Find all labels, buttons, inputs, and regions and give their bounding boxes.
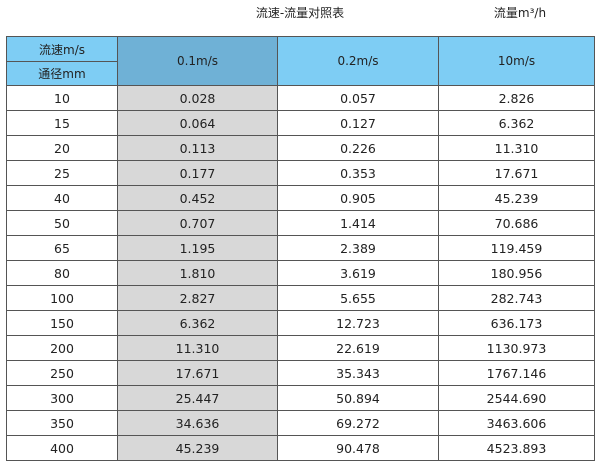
flow-cell: 0.226	[277, 135, 439, 161]
diameter-cell: 25	[6, 160, 118, 186]
flow-cell: 45.239	[117, 435, 278, 461]
flow-cell: 2.826	[438, 85, 595, 111]
table-row: 65 1.195 2.389 119.459	[6, 235, 595, 261]
table-row: 40 0.452 0.905 45.239	[6, 185, 595, 211]
diameter-cell: 65	[6, 235, 118, 261]
column-header[interactable]: 0.1m/s	[117, 36, 278, 86]
diameter-cell: 200	[6, 335, 118, 361]
column-header[interactable]: 0.2m/s	[277, 36, 439, 86]
flow-cell: 3.619	[277, 260, 439, 286]
table-title: 流速-流量对照表	[255, 6, 345, 20]
flow-cell: 0.353	[277, 160, 439, 186]
table-row: 100 2.827 5.655 282.743	[6, 285, 595, 311]
diameter-header: 通径mm	[6, 61, 118, 86]
flow-cell: 180.956	[438, 260, 595, 286]
flow-cell: 5.655	[277, 285, 439, 311]
flow-cell: 3463.606	[438, 410, 595, 436]
diameter-cell: 20	[6, 135, 118, 161]
flow-cell: 45.239	[438, 185, 595, 211]
flow-cell: 17.671	[438, 160, 595, 186]
flow-cell: 2.389	[277, 235, 439, 261]
flow-cell: 90.478	[277, 435, 439, 461]
diameter-cell: 150	[6, 310, 118, 336]
flow-cell: 0.057	[277, 85, 439, 111]
table-row: 15 0.064 0.127 6.362	[6, 110, 595, 136]
unit-label: 流量m³/h	[493, 6, 547, 20]
flow-cell: 0.113	[117, 135, 278, 161]
diameter-cell: 10	[6, 85, 118, 111]
flow-cell: 636.173	[438, 310, 595, 336]
table-row: 250 17.671 35.343 1767.146	[6, 360, 595, 386]
column-header[interactable]: 10m/s	[438, 36, 595, 86]
flow-cell: 119.459	[438, 235, 595, 261]
flow-cell: 69.272	[277, 410, 439, 436]
diameter-cell: 15	[6, 110, 118, 136]
flow-cell: 0.127	[277, 110, 439, 136]
flow-cell: 0.452	[117, 185, 278, 211]
diameter-cell: 80	[6, 260, 118, 286]
diameter-cell: 300	[6, 385, 118, 411]
diameter-cell: 350	[6, 410, 118, 436]
diameter-cell: 100	[6, 285, 118, 311]
flow-cell: 6.362	[117, 310, 278, 336]
flow-cell: 0.064	[117, 110, 278, 136]
flow-cell: 0.707	[117, 210, 278, 236]
flow-cell: 50.894	[277, 385, 439, 411]
diameter-cell: 50	[6, 210, 118, 236]
flow-cell: 4523.893	[438, 435, 595, 461]
flow-cell: 12.723	[277, 310, 439, 336]
diameter-cell: 400	[6, 435, 118, 461]
table-row: 150 6.362 12.723 636.173	[6, 310, 595, 336]
velocity-header: 流速m/s	[6, 36, 118, 62]
flow-cell: 2544.690	[438, 385, 595, 411]
flow-cell: 6.362	[438, 110, 595, 136]
flow-cell: 0.177	[117, 160, 278, 186]
table-row: 200 11.310 22.619 1130.973	[6, 335, 595, 361]
flow-cell: 1.195	[117, 235, 278, 261]
flow-cell: 282.743	[438, 285, 595, 311]
flow-cell: 17.671	[117, 360, 278, 386]
flow-cell: 1767.146	[438, 360, 595, 386]
diameter-cell: 250	[6, 360, 118, 386]
flow-cell: 0.028	[117, 85, 278, 111]
table-row: 400 45.239 90.478 4523.893	[6, 435, 595, 461]
flow-cell: 0.905	[277, 185, 439, 211]
table-row: 25 0.177 0.353 17.671	[6, 160, 595, 186]
table-row: 350 34.636 69.272 3463.606	[6, 410, 595, 436]
flow-cell: 2.827	[117, 285, 278, 311]
table-row: 50 0.707 1.414 70.686	[6, 210, 595, 236]
flow-cell: 11.310	[438, 135, 595, 161]
flow-cell: 1.810	[117, 260, 278, 286]
flow-cell: 1130.973	[438, 335, 595, 361]
flow-cell: 70.686	[438, 210, 595, 236]
flow-cell: 34.636	[117, 410, 278, 436]
flow-cell: 35.343	[277, 360, 439, 386]
table-row: 300 25.447 50.894 2544.690	[6, 385, 595, 411]
table-row: 10 0.028 0.057 2.826	[6, 85, 595, 111]
table-row: 80 1.810 3.619 180.956	[6, 260, 595, 286]
diameter-cell: 40	[6, 185, 118, 211]
table-row: 20 0.113 0.226 11.310	[6, 135, 595, 161]
flow-cell: 1.414	[277, 210, 439, 236]
flow-cell: 22.619	[277, 335, 439, 361]
flow-table: 流速m/s 0.1m/s 0.2m/s 10m/s 通径mm 10 0.028 0.…	[6, 36, 595, 461]
flow-cell: 11.310	[117, 335, 278, 361]
flow-cell: 25.447	[117, 385, 278, 411]
